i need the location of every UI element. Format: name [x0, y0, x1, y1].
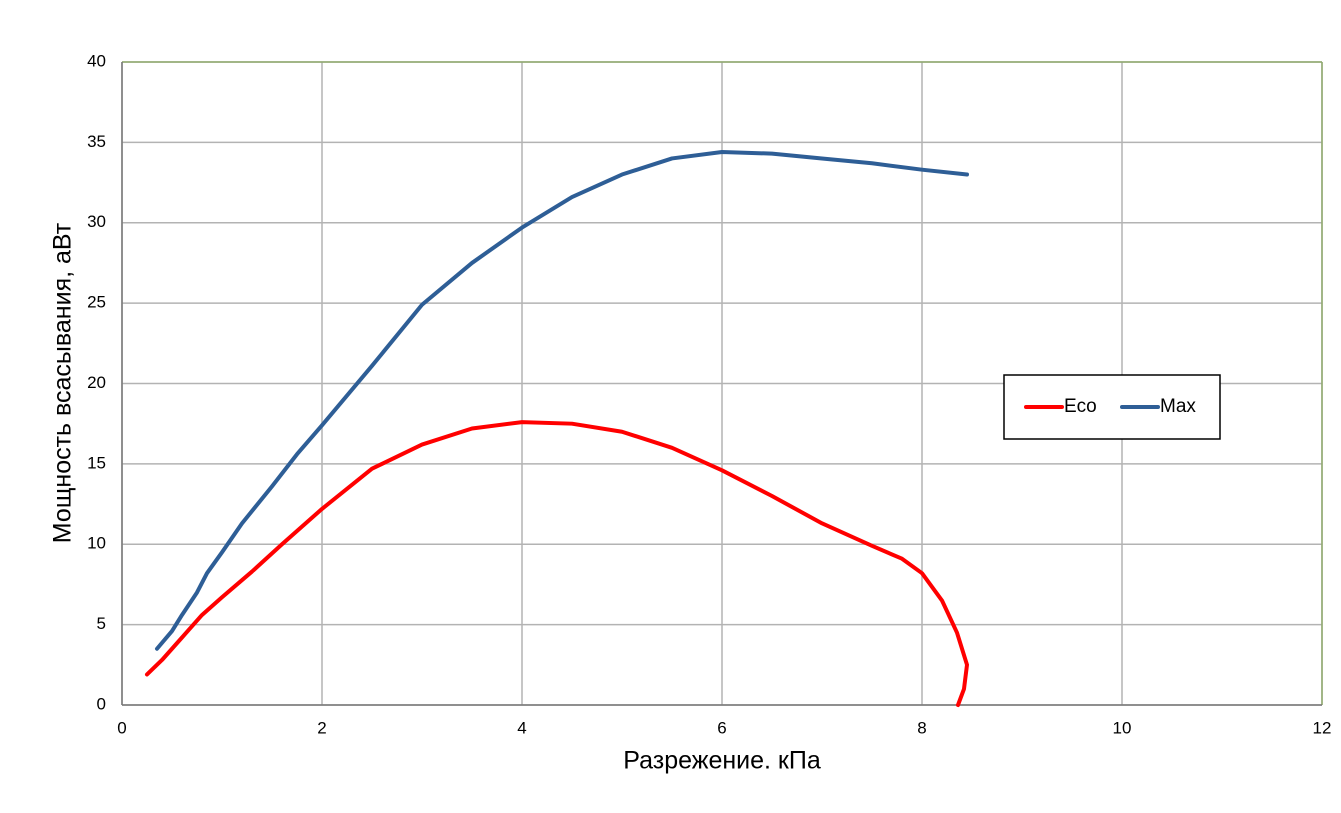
x-tick-label: 2: [317, 718, 326, 737]
y-tick-label: 0: [97, 694, 106, 713]
y-tick-label: 15: [87, 453, 106, 472]
y-axis-title: Мощность всасывания, аВт: [49, 222, 77, 543]
y-tick-label: 35: [87, 132, 106, 151]
x-tick-label: 4: [517, 718, 526, 737]
y-tick-label: 10: [87, 534, 106, 553]
legend: Eco Max: [1003, 374, 1221, 440]
x-tick-label: 6: [717, 718, 726, 737]
y-tick-label: 5: [97, 614, 106, 633]
series-line: [145, 420, 969, 707]
y-tick-label: 25: [87, 293, 106, 312]
x-tick-label: 12: [1313, 718, 1332, 737]
series-line: [155, 150, 969, 651]
x-tick-label: 8: [917, 718, 926, 737]
x-axis-title: Разрежение. кПа: [623, 747, 821, 775]
legend-label: Eco: [1064, 396, 1097, 417]
y-tick-label: 20: [87, 373, 106, 392]
x-tick-label: 10: [1113, 718, 1132, 737]
y-tick-label: 30: [87, 212, 106, 231]
x-tick-label: 0: [117, 718, 126, 737]
legend-label: Max: [1160, 396, 1196, 417]
y-tick-label: 40: [87, 51, 106, 70]
